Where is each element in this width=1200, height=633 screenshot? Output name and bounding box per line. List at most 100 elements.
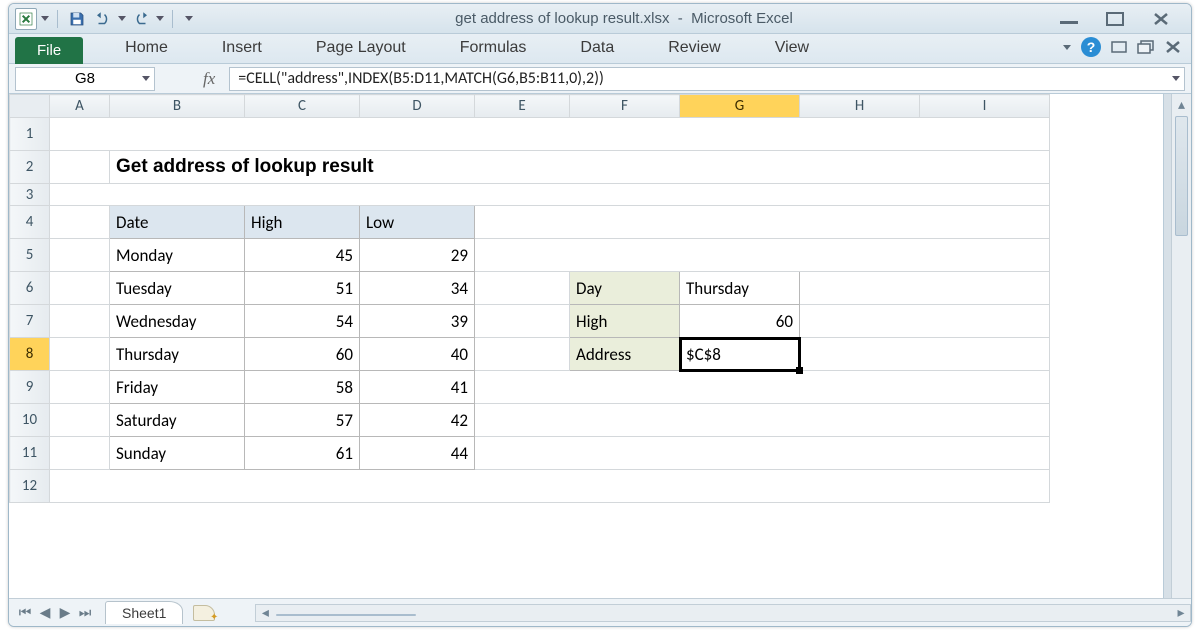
- col-header[interactable]: A: [50, 95, 110, 118]
- tab-insert[interactable]: Insert: [202, 35, 282, 63]
- row-header[interactable]: 5: [10, 239, 50, 272]
- table-cell[interactable]: 34: [360, 272, 475, 305]
- lookup-label[interactable]: Address: [570, 338, 680, 371]
- row-header[interactable]: 7: [10, 305, 50, 338]
- cell[interactable]: [50, 338, 110, 371]
- cell[interactable]: [50, 305, 110, 338]
- tab-home[interactable]: Home: [105, 35, 188, 63]
- cell[interactable]: [570, 151, 1050, 184]
- tab-review[interactable]: Review: [648, 35, 740, 63]
- cell[interactable]: [475, 371, 1050, 404]
- file-tab[interactable]: File: [15, 37, 83, 64]
- undo-icon[interactable]: [92, 8, 114, 30]
- row-header[interactable]: 6: [10, 272, 50, 305]
- ribbon-minimize-chevron-icon[interactable]: [1063, 45, 1071, 50]
- redo-icon[interactable]: [130, 8, 152, 30]
- table-cell[interactable]: 41: [360, 371, 475, 404]
- cell[interactable]: [50, 239, 110, 272]
- table-header[interactable]: Date: [110, 206, 245, 239]
- col-header[interactable]: I: [920, 95, 1050, 118]
- table-header[interactable]: Low: [360, 206, 475, 239]
- cell[interactable]: [50, 371, 110, 404]
- table-cell[interactable]: Tuesday: [110, 272, 245, 305]
- formula-expand-icon[interactable]: [1172, 76, 1180, 81]
- cell[interactable]: [50, 437, 110, 470]
- scroll-up-icon[interactable]: ▴: [1172, 94, 1191, 114]
- lookup-label[interactable]: High: [570, 305, 680, 338]
- cell[interactable]: [50, 272, 110, 305]
- tab-nav-last-icon[interactable]: ⏭: [76, 604, 94, 622]
- row-header[interactable]: 12: [10, 470, 50, 503]
- table-cell[interactable]: 40: [360, 338, 475, 371]
- cell[interactable]: [800, 338, 1050, 371]
- cell[interactable]: [475, 437, 1050, 470]
- cell[interactable]: [475, 239, 1050, 272]
- cell[interactable]: [475, 206, 1050, 239]
- row-header[interactable]: 3: [10, 184, 50, 206]
- ribbon-option-icon[interactable]: [1111, 41, 1127, 53]
- maximize-icon[interactable]: [1101, 10, 1129, 28]
- lookup-value[interactable]: 60: [680, 305, 800, 338]
- vscroll-thumb[interactable]: [1175, 116, 1188, 236]
- col-header[interactable]: D: [360, 95, 475, 118]
- tab-page-layout[interactable]: Page Layout: [296, 35, 426, 63]
- cell[interactable]: [50, 184, 1050, 206]
- doc-restore-icon[interactable]: [1137, 40, 1155, 54]
- help-icon[interactable]: ?: [1081, 37, 1101, 57]
- table-cell[interactable]: Sunday: [110, 437, 245, 470]
- table-cell[interactable]: Thursday: [110, 338, 245, 371]
- tab-nav-first-icon[interactable]: ⏮: [16, 604, 34, 622]
- table-cell[interactable]: Friday: [110, 371, 245, 404]
- excel-logo-icon[interactable]: [15, 8, 37, 30]
- save-icon[interactable]: [66, 8, 88, 30]
- tab-view[interactable]: View: [755, 35, 829, 63]
- cell[interactable]: [50, 470, 1050, 503]
- cell[interactable]: [475, 305, 570, 338]
- tab-formulas[interactable]: Formulas: [440, 35, 547, 63]
- tab-data[interactable]: Data: [560, 35, 634, 63]
- grid[interactable]: A B C D E F G H I 1 2 Get address of loo…: [9, 94, 1163, 626]
- tab-nav-next-icon[interactable]: ▶: [56, 604, 74, 622]
- cell[interactable]: [50, 151, 110, 184]
- col-header[interactable]: H: [800, 95, 920, 118]
- row-header[interactable]: 11: [10, 437, 50, 470]
- table-cell[interactable]: 39: [360, 305, 475, 338]
- cell[interactable]: [475, 338, 570, 371]
- close-icon[interactable]: [1147, 10, 1175, 28]
- undo-dropdown-icon[interactable]: [118, 16, 126, 21]
- scroll-right-icon[interactable]: ▸: [1172, 604, 1190, 621]
- formula-input[interactable]: =CELL("address",INDEX(B5:D11,MATCH(G6,B5…: [229, 67, 1185, 91]
- row-header[interactable]: 1: [10, 118, 50, 151]
- cell[interactable]: [475, 404, 1050, 437]
- minimize-icon[interactable]: [1055, 10, 1083, 28]
- table-cell[interactable]: 29: [360, 239, 475, 272]
- logo-dropdown-icon[interactable]: [41, 16, 49, 21]
- select-all-corner[interactable]: [10, 95, 50, 118]
- col-header[interactable]: G: [680, 95, 800, 118]
- col-header[interactable]: C: [245, 95, 360, 118]
- table-cell[interactable]: 57: [245, 404, 360, 437]
- horizontal-scrollbar[interactable]: ◂ ▸: [255, 604, 1191, 622]
- fx-label[interactable]: fx: [203, 69, 215, 89]
- table-cell[interactable]: 61: [245, 437, 360, 470]
- active-cell[interactable]: $C$8: [680, 338, 800, 371]
- table-cell[interactable]: 54: [245, 305, 360, 338]
- table-cell[interactable]: 45: [245, 239, 360, 272]
- vertical-scrollbar[interactable]: ▴ ▾: [1171, 94, 1191, 626]
- cell[interactable]: [50, 206, 110, 239]
- col-header[interactable]: F: [570, 95, 680, 118]
- table-header[interactable]: High: [245, 206, 360, 239]
- lookup-label[interactable]: Day: [570, 272, 680, 305]
- sheet-tab[interactable]: Sheet1: [105, 601, 183, 624]
- name-box[interactable]: G8: [15, 67, 155, 91]
- cell[interactable]: [50, 404, 110, 437]
- lookup-value[interactable]: Thursday: [680, 272, 800, 305]
- scroll-left-icon[interactable]: ◂: [256, 604, 274, 621]
- doc-close-icon[interactable]: [1165, 40, 1181, 54]
- vertical-split-handle[interactable]: [1163, 94, 1171, 626]
- table-cell[interactable]: Wednesday: [110, 305, 245, 338]
- table-cell[interactable]: Saturday: [110, 404, 245, 437]
- row-header[interactable]: 4: [10, 206, 50, 239]
- row-header[interactable]: 9: [10, 371, 50, 404]
- row-header[interactable]: 10: [10, 404, 50, 437]
